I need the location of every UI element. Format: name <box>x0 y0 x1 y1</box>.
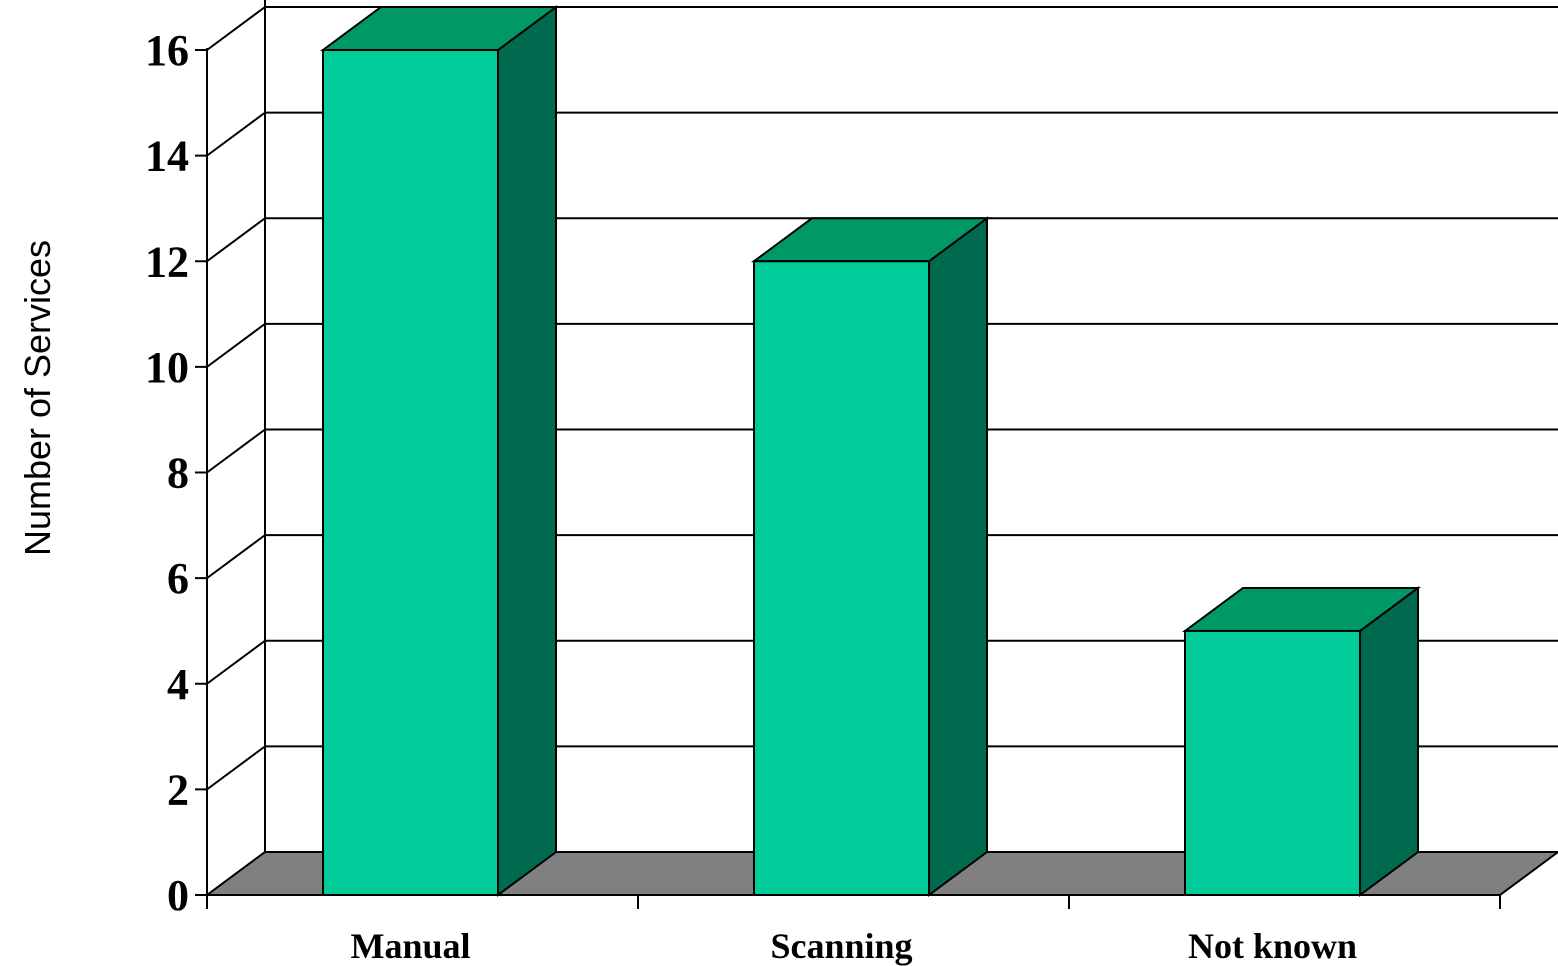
y-tick-labels: 0 2 4 6 8 10 12 14 16 <box>145 26 189 920</box>
y-tick-label: 0 <box>167 871 189 920</box>
bar-side <box>1359 585 1419 897</box>
y-tick-label: 12 <box>145 237 189 286</box>
y-tick-label: 4 <box>167 660 189 709</box>
x-category-labels: Manual Scanning Not known <box>350 926 1357 966</box>
gridline-side <box>206 111 266 157</box>
bar-manual <box>319 5 560 897</box>
y-tick-label: 14 <box>145 132 189 181</box>
bar-not-known <box>1181 585 1422 897</box>
gridline-side <box>206 323 266 368</box>
y-tick-label: 16 <box>145 26 189 75</box>
bar-scanning <box>750 216 991 897</box>
x-tick-label: Not known <box>1188 926 1357 966</box>
y-tick-label: 10 <box>145 343 189 392</box>
gridline-side <box>206 639 266 685</box>
bar-front <box>322 49 499 896</box>
y-tick-label: 8 <box>167 449 189 498</box>
bars <box>319 5 1422 897</box>
gridline-side <box>206 745 266 791</box>
axes <box>195 48 1501 909</box>
x-tick-label: Manual <box>350 926 470 966</box>
bar-front <box>1184 629 1361 896</box>
bar-side <box>928 216 988 897</box>
x-tick-label: Scanning <box>770 926 912 966</box>
gridline-side <box>206 428 266 474</box>
y-tick-label: 6 <box>167 554 189 603</box>
gridline-side <box>206 217 266 263</box>
y-tick-label: 2 <box>167 765 189 814</box>
gridline-side <box>206 534 266 579</box>
bar-front <box>753 260 930 896</box>
bar-side <box>497 5 557 897</box>
y-axis-title: Number of Services <box>17 240 58 556</box>
gridline-side <box>206 6 266 51</box>
